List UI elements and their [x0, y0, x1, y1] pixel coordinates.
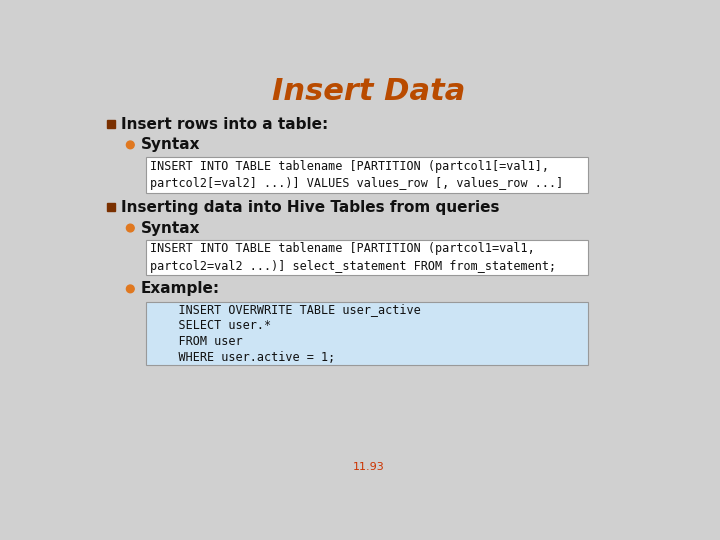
- Text: INSERT OVERWRITE TABLE user_active: INSERT OVERWRITE TABLE user_active: [150, 303, 421, 316]
- Text: WHERE user.active = 1;: WHERE user.active = 1;: [150, 350, 336, 364]
- Text: SELECT user.*: SELECT user.*: [150, 319, 271, 332]
- Text: Inserting data into Hive Tables from queries: Inserting data into Hive Tables from que…: [121, 200, 500, 215]
- Text: Example:: Example:: [140, 281, 220, 296]
- Text: Insert rows into a table:: Insert rows into a table:: [121, 117, 328, 132]
- Circle shape: [127, 141, 134, 148]
- FancyBboxPatch shape: [145, 240, 588, 275]
- Text: partcol2[=val2] ...)] VALUES values_row [, values_row ...]: partcol2[=val2] ...)] VALUES values_row …: [150, 177, 564, 190]
- Bar: [107, 204, 114, 211]
- FancyBboxPatch shape: [145, 157, 588, 193]
- Text: FROM user: FROM user: [150, 335, 243, 348]
- Bar: [107, 120, 114, 128]
- Text: Syntax: Syntax: [140, 220, 200, 235]
- Text: INSERT INTO TABLE tablename [PARTITION (partcol1=val1,: INSERT INTO TABLE tablename [PARTITION (…: [150, 242, 535, 255]
- Circle shape: [127, 285, 134, 293]
- Text: partcol2=val2 ...)] select_statement FROM from_statement;: partcol2=val2 ...)] select_statement FRO…: [150, 260, 557, 273]
- Text: Syntax: Syntax: [140, 137, 200, 152]
- Text: INSERT INTO TABLE tablename [PARTITION (partcol1[=val1],: INSERT INTO TABLE tablename [PARTITION (…: [150, 159, 549, 173]
- Text: Insert Data: Insert Data: [272, 77, 466, 106]
- FancyBboxPatch shape: [145, 302, 588, 365]
- Circle shape: [127, 224, 134, 232]
- Text: 11.93: 11.93: [353, 462, 385, 472]
